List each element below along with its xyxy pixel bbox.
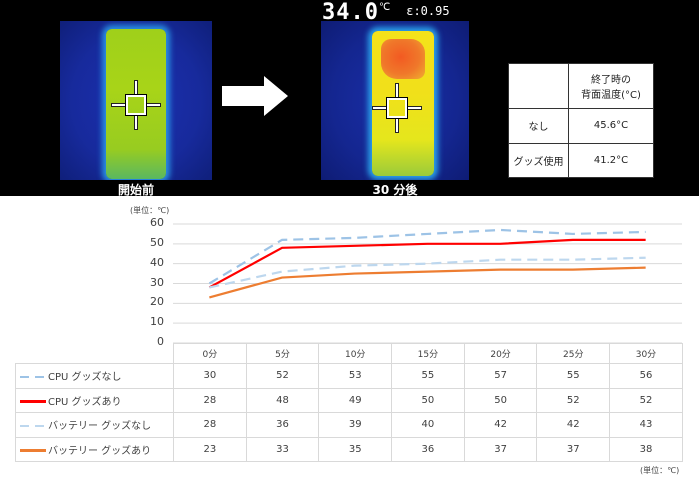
- table-unit-label: (単位：℃): [640, 466, 680, 475]
- y-tick-label: 60: [150, 216, 164, 229]
- solid-line-swatch-icon: [20, 400, 46, 404]
- table-cell: 39: [318, 412, 393, 438]
- dashed-line-swatch-icon: [20, 425, 46, 428]
- column-header: 0分: [173, 343, 247, 364]
- hotspot: [381, 39, 425, 79]
- table-row: バッテリー グッズなし 28 36 39 40 42 42 43: [15, 412, 683, 438]
- summary-row-value: 45.6°C: [568, 108, 654, 144]
- table-row: バッテリー グッズあり 23 33 35 36 37 37 38: [15, 436, 683, 462]
- data-table-header: 0分 5分 10分 15分 20分 25分 30分: [16, 343, 683, 364]
- y-tick-label: 20: [150, 295, 164, 309]
- column-header: 15分: [391, 343, 465, 364]
- legend-label: CPU グッズあり: [48, 396, 122, 408]
- table-cell: 38: [609, 436, 683, 462]
- table-cell: 37: [536, 436, 611, 462]
- table-cell: 55: [391, 363, 465, 389]
- solid-line-swatch-icon: [20, 449, 46, 453]
- table-cell: 53: [318, 363, 393, 389]
- thermal-readout: 34.0℃ ε:0.95: [322, 0, 450, 25]
- caption-after: 30 分後: [372, 183, 418, 197]
- readout-unit: ℃: [378, 2, 391, 13]
- table-cell: 33: [245, 436, 320, 462]
- arrow-right-icon: [222, 76, 288, 116]
- legend-entry: バッテリー グッズあり: [15, 436, 174, 462]
- table-cell: 30: [173, 363, 247, 389]
- table-row: CPU グッズなし 30 52 53 55 57 55 56: [15, 363, 683, 389]
- legend-label: バッテリー グッズなし: [48, 421, 152, 433]
- table-cell: 42: [463, 412, 538, 438]
- caption-before: 開始前: [117, 183, 154, 197]
- table-cell: 55: [536, 363, 611, 389]
- table-cell: 28: [173, 412, 247, 438]
- legend-entry: CPU グッズなし: [15, 363, 174, 389]
- series-line: [208, 238, 646, 289]
- thermal-image-before: [60, 21, 212, 180]
- summary-row-label: グッズ使用: [508, 142, 569, 178]
- table-cell: 50: [463, 387, 538, 413]
- series-line: [209, 266, 646, 299]
- dashed-line-swatch-icon: [20, 376, 46, 379]
- thermal-image-after: [321, 21, 469, 180]
- y-tick-label: 30: [150, 275, 164, 289]
- table-cell: 36: [245, 412, 320, 438]
- chart-data-table: 0分 5分 10分 15分 20分 25分 30分 CPU グッズなし 30 52 53 55 57 5…: [15, 343, 683, 462]
- legend-entry: バッテリー グッズなし: [15, 412, 174, 438]
- table-cell: 23: [173, 436, 247, 462]
- table-cell: 56: [609, 363, 683, 389]
- column-header: 10分: [318, 343, 393, 364]
- y-tick-label: 40: [150, 255, 164, 269]
- table-cell: 37: [463, 436, 538, 462]
- table-cell: 48: [245, 387, 320, 413]
- thermal-image-panel: 開始前 34.0℃ ε:0.95 30 分後 終了時の 背面温度(°C) なし 4…: [0, 0, 699, 197]
- table-cell: 52: [609, 387, 683, 413]
- summary-header-line2: 背面温度(°C): [581, 90, 641, 101]
- table-cell: 49: [318, 387, 393, 413]
- column-header: 20分: [463, 343, 538, 364]
- summary-header-line1: 終了時の: [591, 75, 631, 86]
- crosshair-icon: [111, 80, 161, 130]
- column-header: 5分: [245, 343, 320, 364]
- table-cell: 57: [463, 363, 538, 389]
- legend-entry: CPU グッズあり: [15, 387, 174, 413]
- legend-label: バッテリー グッズあり: [48, 445, 152, 457]
- table-cell: 36: [391, 436, 465, 462]
- table-cell: 35: [318, 436, 393, 462]
- table-cell: 42: [536, 412, 611, 438]
- y-tick-label: 50: [150, 235, 164, 249]
- legend-label: CPU グッズなし: [48, 372, 122, 384]
- chart-unit-label: (単位：℃): [130, 206, 170, 215]
- table-cell: 52: [245, 363, 320, 389]
- table-cell: 28: [173, 387, 247, 413]
- table-cell: 40: [391, 412, 465, 438]
- crosshair-icon: [372, 83, 422, 133]
- series-line: [208, 228, 646, 285]
- y-tick-label: 10: [150, 315, 164, 329]
- summary-table: 終了時の 背面温度(°C) なし 45.6°C グッズ使用 41.2°C: [508, 63, 654, 178]
- summary-row-value: 41.2°C: [568, 142, 654, 178]
- summary-header: 終了時の 背面温度(°C): [568, 63, 654, 109]
- y-tick-label: 0: [157, 335, 164, 348]
- table-cell: 50: [391, 387, 465, 413]
- readout-temperature: 34.0: [322, 0, 379, 25]
- table-row: CPU グッズあり 28 48 49 50 50 52 52: [15, 387, 683, 413]
- summary-header-blank: [508, 63, 569, 109]
- column-header: 25分: [536, 343, 611, 364]
- table-cell: 52: [536, 387, 611, 413]
- column-header: 30分: [609, 343, 683, 364]
- readout-emissivity: ε:0.95: [406, 4, 450, 18]
- table-cell: 43: [609, 412, 683, 438]
